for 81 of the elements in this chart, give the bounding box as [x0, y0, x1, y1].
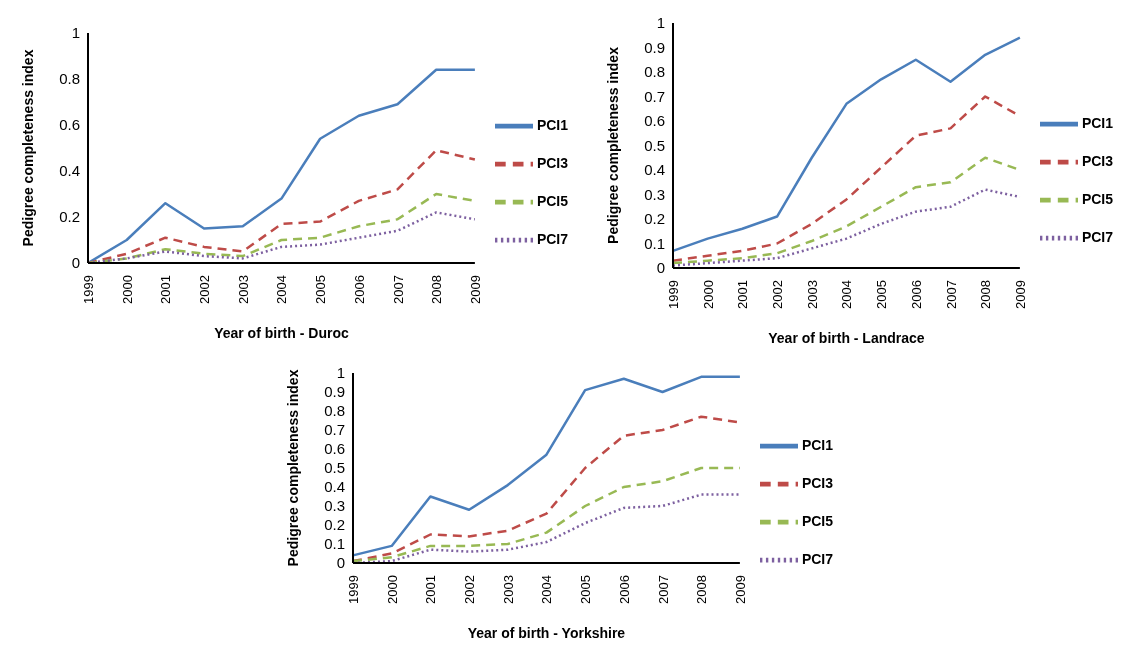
- y-tick-label: 1: [71, 24, 80, 42]
- x-tick-label: 2008: [429, 275, 445, 304]
- legend-label: PCI1: [801, 436, 833, 453]
- y-tick-label: 0.4: [644, 161, 665, 179]
- x-tick-label: 2009: [732, 575, 748, 604]
- x-tick-label: 2007: [390, 275, 406, 304]
- x-tick-label: 2002: [462, 575, 478, 604]
- line-series: [671, 36, 1022, 253]
- legend-label: PCI5: [1081, 190, 1113, 207]
- y-tick-label: 0.5: [324, 459, 345, 477]
- legend-label: PCI3: [1081, 152, 1113, 169]
- line-series: [351, 375, 742, 557]
- y-tick-label: 0.4: [324, 478, 345, 496]
- x-tick-label: 2009: [467, 275, 483, 304]
- y-tick-label: 0.6: [324, 440, 345, 458]
- legend-label: PCI3: [536, 154, 568, 171]
- y-tick-label: 0.3: [644, 185, 665, 203]
- legend-label: PCI7: [1081, 228, 1113, 245]
- y-tick-label: 0.9: [324, 383, 345, 401]
- x-tick-label: 2006: [351, 275, 367, 304]
- x-tick-label: 1999: [81, 275, 96, 304]
- y-tick-label: 0: [336, 554, 345, 572]
- y-tick-label: 0.8: [644, 63, 665, 81]
- x-axis-title: Year of birth - Landrace: [768, 330, 925, 346]
- x-tick-label: 2001: [423, 575, 439, 604]
- legend-label: PCI5: [801, 512, 833, 529]
- legend-label: PCI7: [536, 230, 568, 247]
- y-tick-label: 0.8: [324, 402, 345, 420]
- x-tick-label: 2001: [735, 280, 751, 309]
- y-tick-label: 0.7: [644, 87, 665, 105]
- x-tick-label: 2002: [197, 275, 213, 304]
- y-axis-title: Pedigree completeness index: [19, 49, 36, 247]
- y-tick-label: 0.7: [324, 421, 345, 439]
- x-tick-label: 1999: [666, 280, 681, 309]
- y-tick-label: 0.6: [644, 112, 665, 130]
- x-tick-label: 2003: [500, 575, 516, 604]
- x-tick-label: 2000: [119, 275, 135, 304]
- y-tick-label: 0.1: [644, 234, 665, 252]
- y-tick-label: 0.8: [59, 70, 80, 88]
- y-tick-label: 0.1: [324, 535, 345, 553]
- x-tick-label: 2005: [578, 575, 594, 604]
- x-tick-label: 2009: [1012, 280, 1028, 309]
- x-tick-label: 2007: [943, 280, 959, 309]
- y-tick-label: 0.5: [644, 136, 665, 154]
- x-tick-label: 2004: [539, 575, 555, 604]
- x-tick-label: 2008: [978, 280, 994, 309]
- x-tick-label: 2007: [655, 575, 671, 604]
- x-tick-label: 2003: [235, 275, 251, 304]
- x-axis-title: Year of birth - Duroc: [214, 325, 349, 341]
- y-tick-label: 0.2: [324, 516, 345, 534]
- x-tick-label: 2004: [839, 280, 855, 309]
- x-tick-label: 2001: [158, 275, 174, 304]
- y-tick-label: 0.6: [59, 116, 80, 134]
- x-tick-label: 1999: [346, 575, 361, 604]
- y-tick-label: 0: [656, 259, 665, 277]
- x-tick-label: 2005: [313, 275, 329, 304]
- y-axis-title: Pedigree completeness index: [604, 46, 621, 244]
- x-axis-title: Year of birth - Yorkshire: [467, 625, 626, 641]
- y-tick-label: 0.2: [59, 208, 80, 226]
- x-tick-label: 2000: [700, 280, 716, 309]
- y-tick-label: 0.4: [59, 162, 80, 180]
- y-tick-label: 0.3: [324, 497, 345, 515]
- legend-label: PCI1: [536, 116, 568, 133]
- y-tick-label: 0.9: [644, 38, 665, 56]
- x-tick-label: 2006: [616, 575, 632, 604]
- x-tick-label: 2003: [804, 280, 820, 309]
- legend-label: PCI3: [801, 474, 833, 491]
- y-tick-label: 1: [336, 364, 345, 382]
- x-tick-label: 2005: [874, 280, 890, 309]
- x-tick-label: 2008: [694, 575, 710, 604]
- x-tick-label: 2000: [384, 575, 400, 604]
- y-tick-label: 0: [71, 254, 80, 272]
- legend-label: PCI7: [801, 550, 833, 567]
- legend-label: PCI1: [1081, 114, 1113, 131]
- x-tick-label: 2004: [274, 275, 290, 304]
- x-tick-label: 2006: [908, 280, 924, 309]
- y-axis-title: Pedigree completeness index: [284, 369, 301, 567]
- y-tick-label: 1: [656, 14, 665, 32]
- y-tick-label: 0.2: [644, 210, 665, 228]
- x-tick-label: 2002: [770, 280, 786, 309]
- legend-label: PCI5: [536, 192, 568, 209]
